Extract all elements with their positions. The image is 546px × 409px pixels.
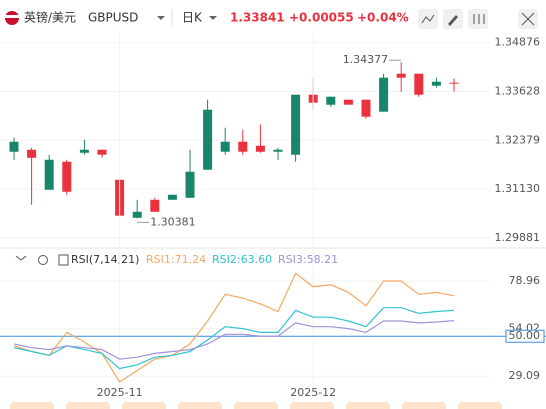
icon xyxy=(473,14,485,24)
candle-body xyxy=(79,149,89,153)
tab[interactable] xyxy=(402,402,446,409)
candle-body xyxy=(203,109,213,170)
y-tick-label: 1.29881 xyxy=(495,231,541,244)
dropdown-arrow[interactable] xyxy=(209,16,217,20)
candle-body xyxy=(185,171,195,198)
settings-button[interactable] xyxy=(468,9,488,29)
change-pct: +0.04% xyxy=(357,11,409,25)
settings-icon[interactable] xyxy=(38,255,48,265)
pair-name[interactable]: 英镑/美元 xyxy=(24,10,76,25)
icon xyxy=(421,14,435,24)
tab[interactable] xyxy=(234,402,278,409)
candle-body xyxy=(150,199,160,212)
candle-body xyxy=(431,81,441,86)
change: +0.00055 xyxy=(289,11,354,25)
candle-body xyxy=(326,96,336,105)
candle-body xyxy=(343,99,353,105)
level-label-bg xyxy=(505,329,545,343)
symbol[interactable]: GBPUSD xyxy=(88,11,138,25)
candle-body xyxy=(255,145,265,152)
y-tick-label: 1.34876 xyxy=(495,36,541,49)
icon xyxy=(521,12,535,26)
rsi-line xyxy=(13,307,455,370)
candle-body xyxy=(291,94,301,155)
period[interactable]: 日K xyxy=(182,11,203,25)
candle-body xyxy=(238,141,248,152)
y-tick-label: 1.32379 xyxy=(495,133,541,146)
flag-stripe xyxy=(5,15,19,18)
dropdown-arrow[interactable] xyxy=(157,16,165,20)
candle-body xyxy=(379,77,389,112)
candle-body xyxy=(273,149,283,152)
candle-body xyxy=(62,161,72,192)
tab[interactable] xyxy=(346,402,390,409)
toolbar xyxy=(418,9,538,29)
candle-body xyxy=(361,99,371,117)
bottom-tabs xyxy=(10,402,502,409)
candle-body xyxy=(220,141,230,152)
annotation: 1.34377 xyxy=(343,53,389,66)
candle-body xyxy=(396,73,406,78)
tab[interactable] xyxy=(66,402,110,409)
legend-entry: RSI2:63.60 xyxy=(212,253,272,266)
rsi-line xyxy=(13,272,455,383)
tab[interactable] xyxy=(290,402,334,409)
tab[interactable] xyxy=(10,402,54,409)
y-tick-label: 29.09 xyxy=(509,369,541,382)
y-tick-label: 78.96 xyxy=(509,274,541,287)
tab[interactable] xyxy=(122,402,166,409)
icon xyxy=(448,15,458,26)
candle-body xyxy=(132,211,142,218)
candle-body xyxy=(167,194,177,200)
rsi-title: RSI(7,14,21) xyxy=(71,253,139,266)
candle-body xyxy=(9,141,19,152)
price: 1.33841 xyxy=(230,11,285,25)
x-tick-label: 2025-11 xyxy=(97,386,143,399)
candle-body xyxy=(449,82,459,84)
x-tick-label: 2025-12 xyxy=(290,386,336,399)
candle-body xyxy=(414,73,424,95)
y-tick-label: 1.31130 xyxy=(495,182,541,195)
params-icon[interactable] xyxy=(58,254,69,266)
candle-body xyxy=(27,149,37,158)
rsi-line xyxy=(13,320,455,360)
level-label: 50.00 xyxy=(509,329,541,342)
candle-body xyxy=(44,159,54,190)
legend-entry: RSI1:71.24 xyxy=(146,253,206,266)
candle-body xyxy=(97,149,107,155)
y-tick-label: 1.33628 xyxy=(495,84,541,97)
annotation: 1.30381 xyxy=(150,215,196,228)
collapse-icon[interactable] xyxy=(15,255,27,261)
legend-entry: RSI3:58.21 xyxy=(278,253,338,266)
tab[interactable] xyxy=(458,402,502,409)
tab[interactable] xyxy=(178,402,222,409)
